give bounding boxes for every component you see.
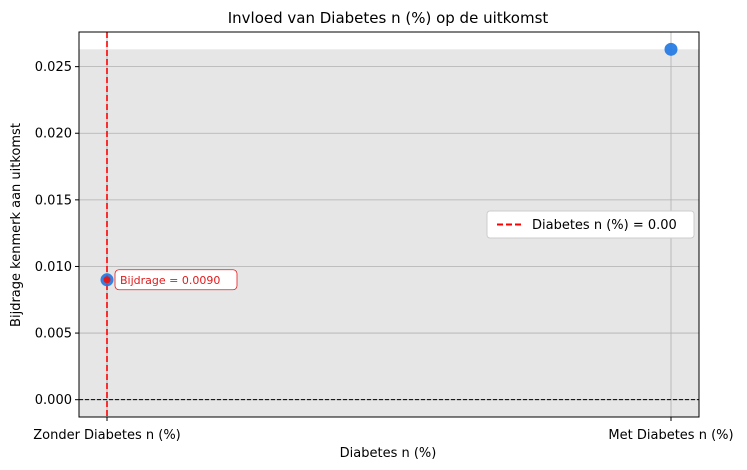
x-axis-label: Diabetes n (%) (340, 446, 437, 461)
x-axis: Zonder Diabetes n (%) Met Diabetes n (%) (33, 417, 734, 443)
y-tick-label: 0.010 (35, 260, 72, 275)
y-tick-label: 0.020 (35, 127, 72, 142)
x-tick-label: Met Diabetes n (%) (608, 428, 733, 443)
plot-frame (78, 31, 700, 418)
legend: Diabetes n (%) = 0.00 (486, 210, 695, 239)
y-axis-label: Bijdrage kenmerk aan uitkomst (9, 123, 24, 327)
legend-box (486, 210, 695, 239)
highlighted-point (103, 276, 111, 284)
y-tick-label: 0.005 (35, 327, 72, 342)
y-tick-label: 0.015 (35, 193, 72, 208)
y-tick-label: 0.000 (35, 393, 72, 408)
y-tick-label: 0.025 (35, 60, 72, 75)
y-axis: 0.000 0.005 0.010 0.015 0.020 0.025 (35, 60, 79, 408)
x-tick-label: Zonder Diabetes n (%) (33, 428, 181, 443)
data-point (664, 42, 678, 56)
annotation: Bijdrage = 0.0090 (114, 269, 238, 291)
data-points (100, 42, 678, 287)
chart-title: Invloed van Diabetes n (%) op de uitkoms… (228, 9, 549, 27)
annotation-box (114, 269, 238, 291)
legend-label: Diabetes n (%) = 0.00 (532, 218, 677, 233)
annotation-text: Bijdrage = 0.0090 (120, 274, 220, 287)
